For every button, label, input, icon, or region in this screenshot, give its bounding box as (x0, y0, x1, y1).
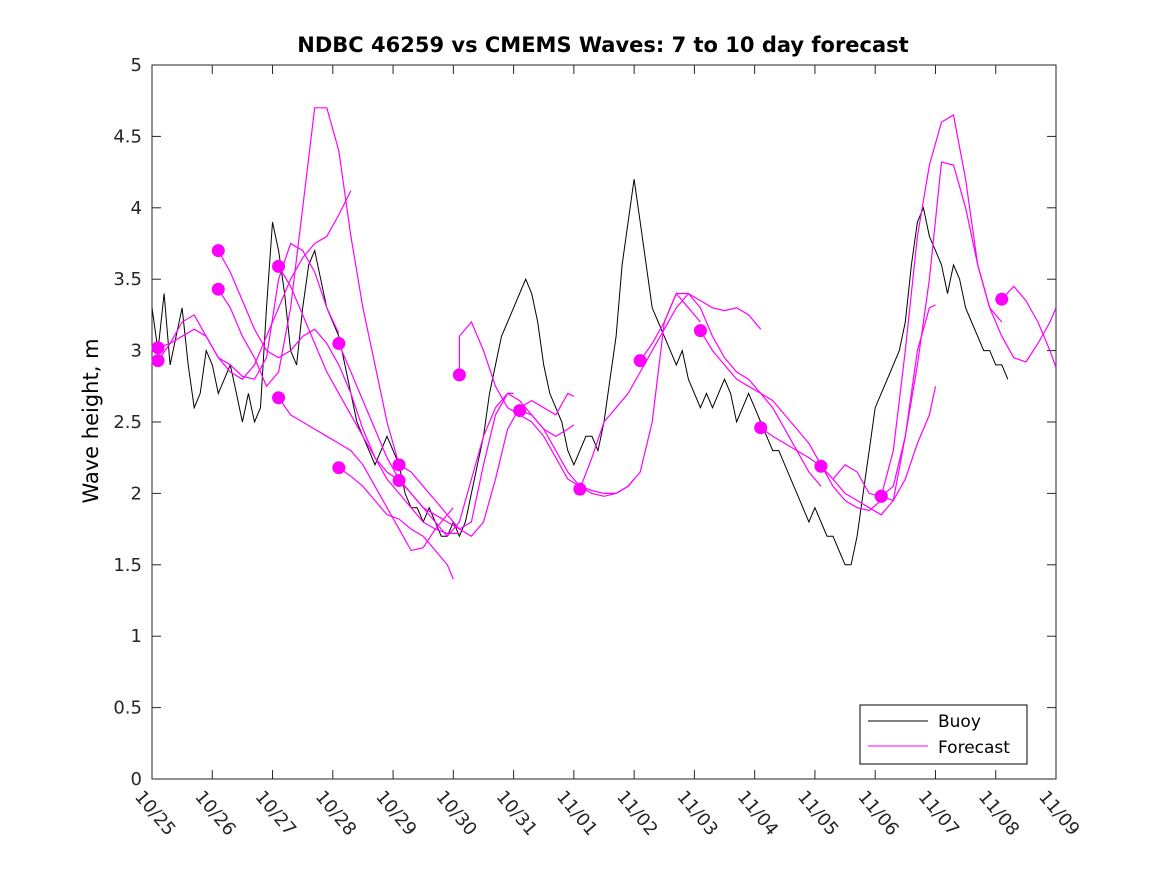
forecast-start-marker (151, 354, 165, 368)
y-tick-label: 1 (131, 626, 142, 647)
forecast-start-marker (332, 336, 346, 350)
forecast-start-marker (814, 459, 828, 473)
forecast-series-line (217, 250, 400, 481)
y-tick-label: 0.5 (113, 698, 142, 719)
forecast-series-line (1001, 285, 1057, 368)
y-tick-label: 0 (131, 769, 142, 790)
y-tick-label: 4 (131, 198, 142, 219)
legend-buoy-label: Buoy (938, 712, 981, 732)
y-tick-label: 3.5 (113, 269, 142, 290)
chart-title: NDBC 46259 vs CMEMS Waves: 7 to 10 day f… (297, 33, 908, 57)
forecast-series-line (217, 107, 400, 465)
forecast-series-line (157, 190, 352, 380)
legend: Buoy Forecast (859, 704, 1028, 765)
forecast-series-line (278, 265, 460, 534)
y-tick-label: 2 (131, 483, 142, 504)
forecast-start-marker (272, 259, 286, 273)
forecast-start-marker (211, 244, 225, 258)
forecast-series-line (579, 292, 762, 490)
forecast-start-marker (452, 368, 466, 382)
forecast-start-marker (332, 461, 346, 475)
forecast-start-marker (874, 489, 888, 503)
forecast-series-line (278, 397, 454, 552)
y-tick-label: 4.5 (113, 126, 142, 147)
legend-forecast-label: Forecast (938, 738, 1010, 758)
forecast-start-marker (272, 391, 286, 405)
forecast-start-marker (995, 292, 1009, 306)
y-tick-label: 3 (131, 341, 142, 362)
forecast-series-line (398, 392, 575, 530)
forecast-start-marker (211, 282, 225, 296)
y-tick-label: 2.5 (113, 412, 142, 433)
forecast-start-marker (392, 458, 406, 472)
y-tick-label: 5 (131, 55, 142, 76)
forecast-start-marker (513, 404, 527, 418)
forecast-series-line (880, 161, 1057, 497)
y-axis-label: Wave height, m (79, 338, 103, 503)
forecast-series-line (458, 320, 635, 497)
forecast-start-marker (693, 324, 707, 338)
forecast-series-line (699, 330, 882, 512)
forecast-start-marker (151, 341, 165, 355)
y-tick-label: 1.5 (113, 555, 142, 576)
legend-box (859, 704, 1028, 765)
forecast-series-line (398, 392, 575, 537)
forecast-start-marker (573, 482, 587, 496)
forecast-start-marker (633, 354, 647, 368)
buoy-series-line (151, 179, 1009, 566)
forecast-start-marker (754, 421, 768, 435)
forecast-series-line (157, 242, 340, 380)
forecast-series-line (820, 114, 1003, 498)
forecast-series-line (639, 292, 822, 487)
forecast-start-marker (392, 474, 406, 488)
forecast-series-line (338, 467, 454, 580)
forecast-series-line (338, 343, 514, 538)
forecast-series-line (760, 304, 936, 516)
forecast-series-line (881, 386, 937, 502)
